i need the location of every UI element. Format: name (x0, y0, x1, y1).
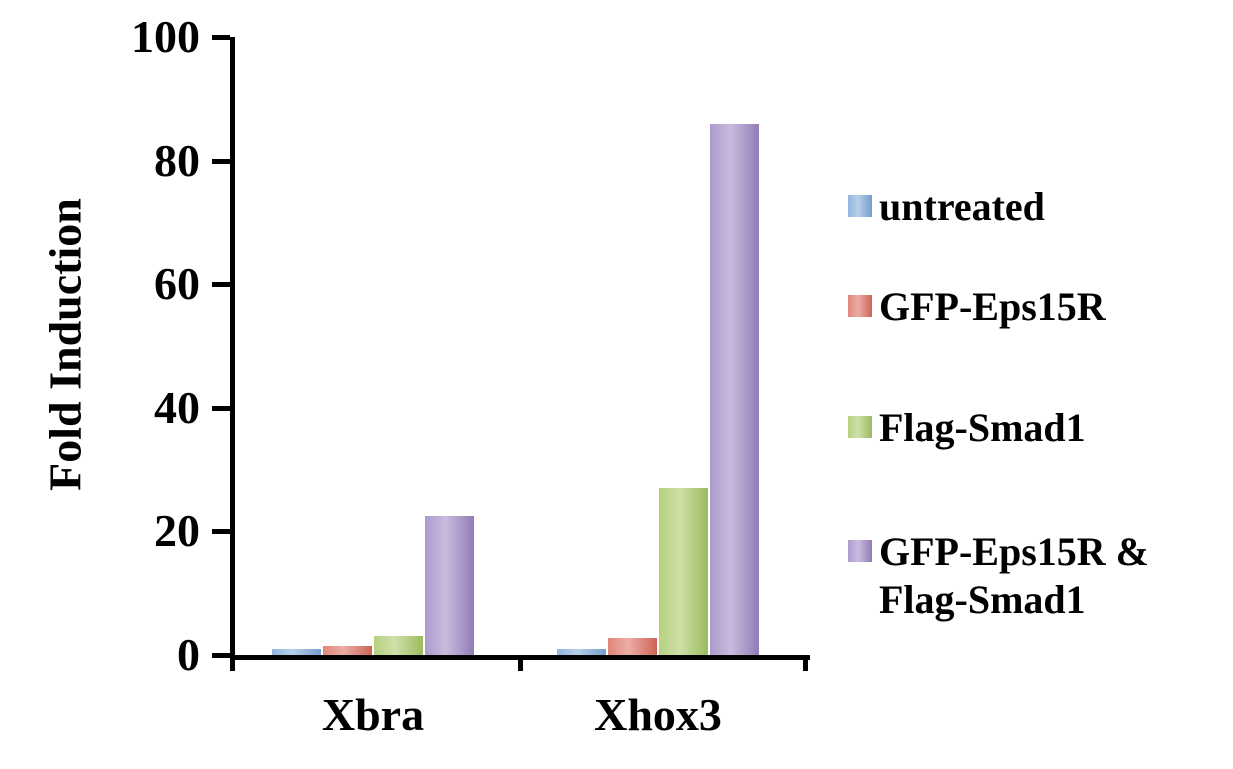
legend-swatch (848, 416, 872, 438)
bar-Xbra-flag-smad1 (374, 636, 423, 655)
bar-Xbra-untreated (272, 649, 321, 655)
y-tick-mark (212, 405, 230, 411)
bar-Xhox3-untreated (557, 649, 606, 655)
legend-label: untreated (879, 184, 1045, 229)
category-label-xbra: Xbra (321, 689, 425, 740)
bar-Xbra-gfp-eps15r (323, 646, 372, 655)
y-tick-mark (212, 158, 230, 164)
legend-swatch (848, 540, 872, 562)
legend-swatch (848, 195, 872, 217)
y-tick-mark (212, 35, 230, 40)
y-tick-mark (212, 529, 230, 535)
legend-label: GFP-Eps15R (879, 284, 1106, 329)
bar-Xhox3-gfp-eps15r (608, 638, 657, 655)
legend: untreated GFP-Eps15R Flag-Smad1 GFP-Eps15R … (848, 0, 1233, 769)
bar-Xhox3-flag-smad1 (659, 488, 708, 655)
category-label-xhox3: Xhox3 (594, 689, 722, 740)
legend-swatch (848, 295, 872, 317)
legend-item: GFP-Eps15R (848, 283, 1106, 331)
plot-area (230, 37, 810, 660)
y-tick-label: 100 (131, 11, 200, 62)
y-tick-label: 0 (177, 629, 200, 680)
y-axis-title: Fold Induction (39, 198, 91, 491)
legend-item: untreated (848, 183, 1045, 231)
bar-Xbra-gfp-eps15r-flag-smad1 (425, 516, 474, 655)
legend-label: GFP-Eps15R & Flag-Smad1 (879, 529, 1149, 622)
y-tick-mark (212, 653, 230, 658)
bar-Xhox3-gfp-eps15r-flag-smad1 (710, 124, 759, 655)
legend-item: GFP-Eps15R & Flag-Smad1 (848, 528, 1149, 624)
y-tick-mark (212, 282, 230, 288)
legend-item: Flag-Smad1 (848, 404, 1086, 452)
legend-label: Flag-Smad1 (879, 405, 1086, 450)
